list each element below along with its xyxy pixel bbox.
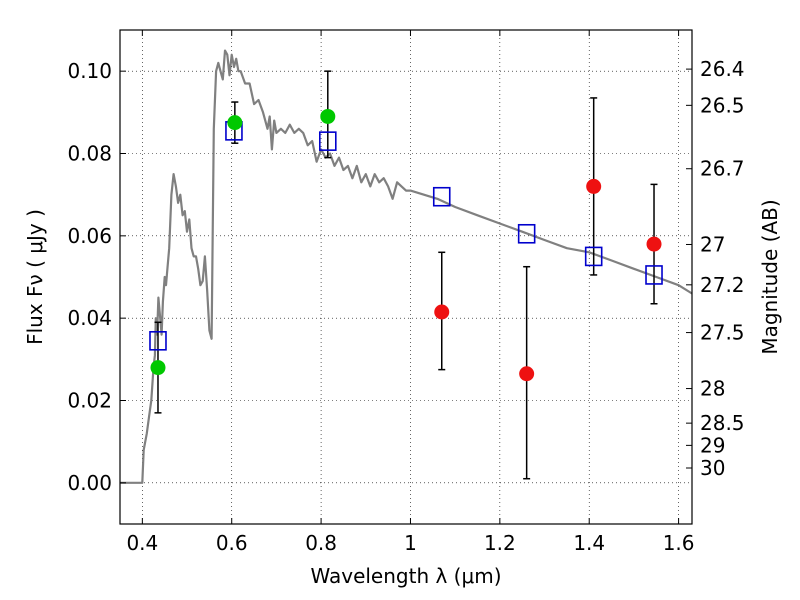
x-tick-label: 0.4: [126, 531, 158, 555]
right-tick-label: 27: [700, 232, 725, 256]
x-tick-label: 1: [404, 531, 417, 555]
y-tick-label: 0.02: [67, 389, 112, 413]
right-tick-label: 26.4: [700, 57, 745, 81]
model-photometry-square: [149, 331, 167, 351]
x-tick-label: 1.2: [484, 531, 516, 555]
right-tick-label: 30: [700, 456, 725, 480]
x-axis-label: Wavelength λ (μm): [310, 564, 501, 588]
observed-flux-point: [434, 304, 450, 320]
observed-flux-point: [586, 178, 602, 194]
model-photometry-square: [645, 265, 663, 285]
model-photometry-square: [432, 186, 451, 207]
x-axis: 0.4 0.6 0.8 1 1.2 1.4 1.6: [126, 30, 695, 555]
y-tick-label: 0.10: [67, 59, 112, 83]
plot-frame: [119, 29, 693, 525]
right-axis-label: Magnitude (AB): [758, 199, 782, 354]
right-tick-label: 26.7: [700, 157, 745, 181]
observed-flux-point: [150, 360, 166, 376]
observed-flux-point: [227, 115, 243, 131]
y-tick-label: 0.08: [67, 142, 112, 166]
right-tick-label: 26.5: [700, 93, 745, 117]
y-tick-label: 0.06: [67, 224, 112, 248]
model-spectrum-line: [120, 49, 693, 484]
y-axis-label: Flux Fν ( μJy ): [23, 209, 47, 345]
y-tick-label: 0.00: [67, 471, 112, 495]
observed-flux-point: [646, 236, 662, 252]
x-tick-label: 1.4: [573, 531, 605, 555]
observed-flux-point: [519, 366, 535, 382]
right-tick-label: 27.5: [700, 321, 745, 345]
right-tick-label: 29: [700, 433, 725, 457]
y-tick-label: 0.04: [67, 306, 112, 330]
right-tick-label: 28.5: [700, 411, 745, 435]
y-axis: 0.00 0.02 0.04 0.06 0.08 0.10: [67, 59, 126, 495]
right-tick-label: 28: [700, 377, 725, 401]
data-marks: [120, 49, 693, 484]
x-tick-label: 1.6: [663, 531, 695, 555]
x-tick-label: 0.8: [305, 531, 337, 555]
observed-flux-point: [320, 108, 336, 124]
model-photometry-square: [318, 131, 337, 151]
grid: [120, 30, 692, 524]
model-photometry-square: [584, 246, 603, 267]
x-tick-label: 0.6: [216, 531, 248, 555]
right-tick-label: 27.2: [700, 273, 745, 297]
model-photometry-square: [517, 223, 536, 244]
